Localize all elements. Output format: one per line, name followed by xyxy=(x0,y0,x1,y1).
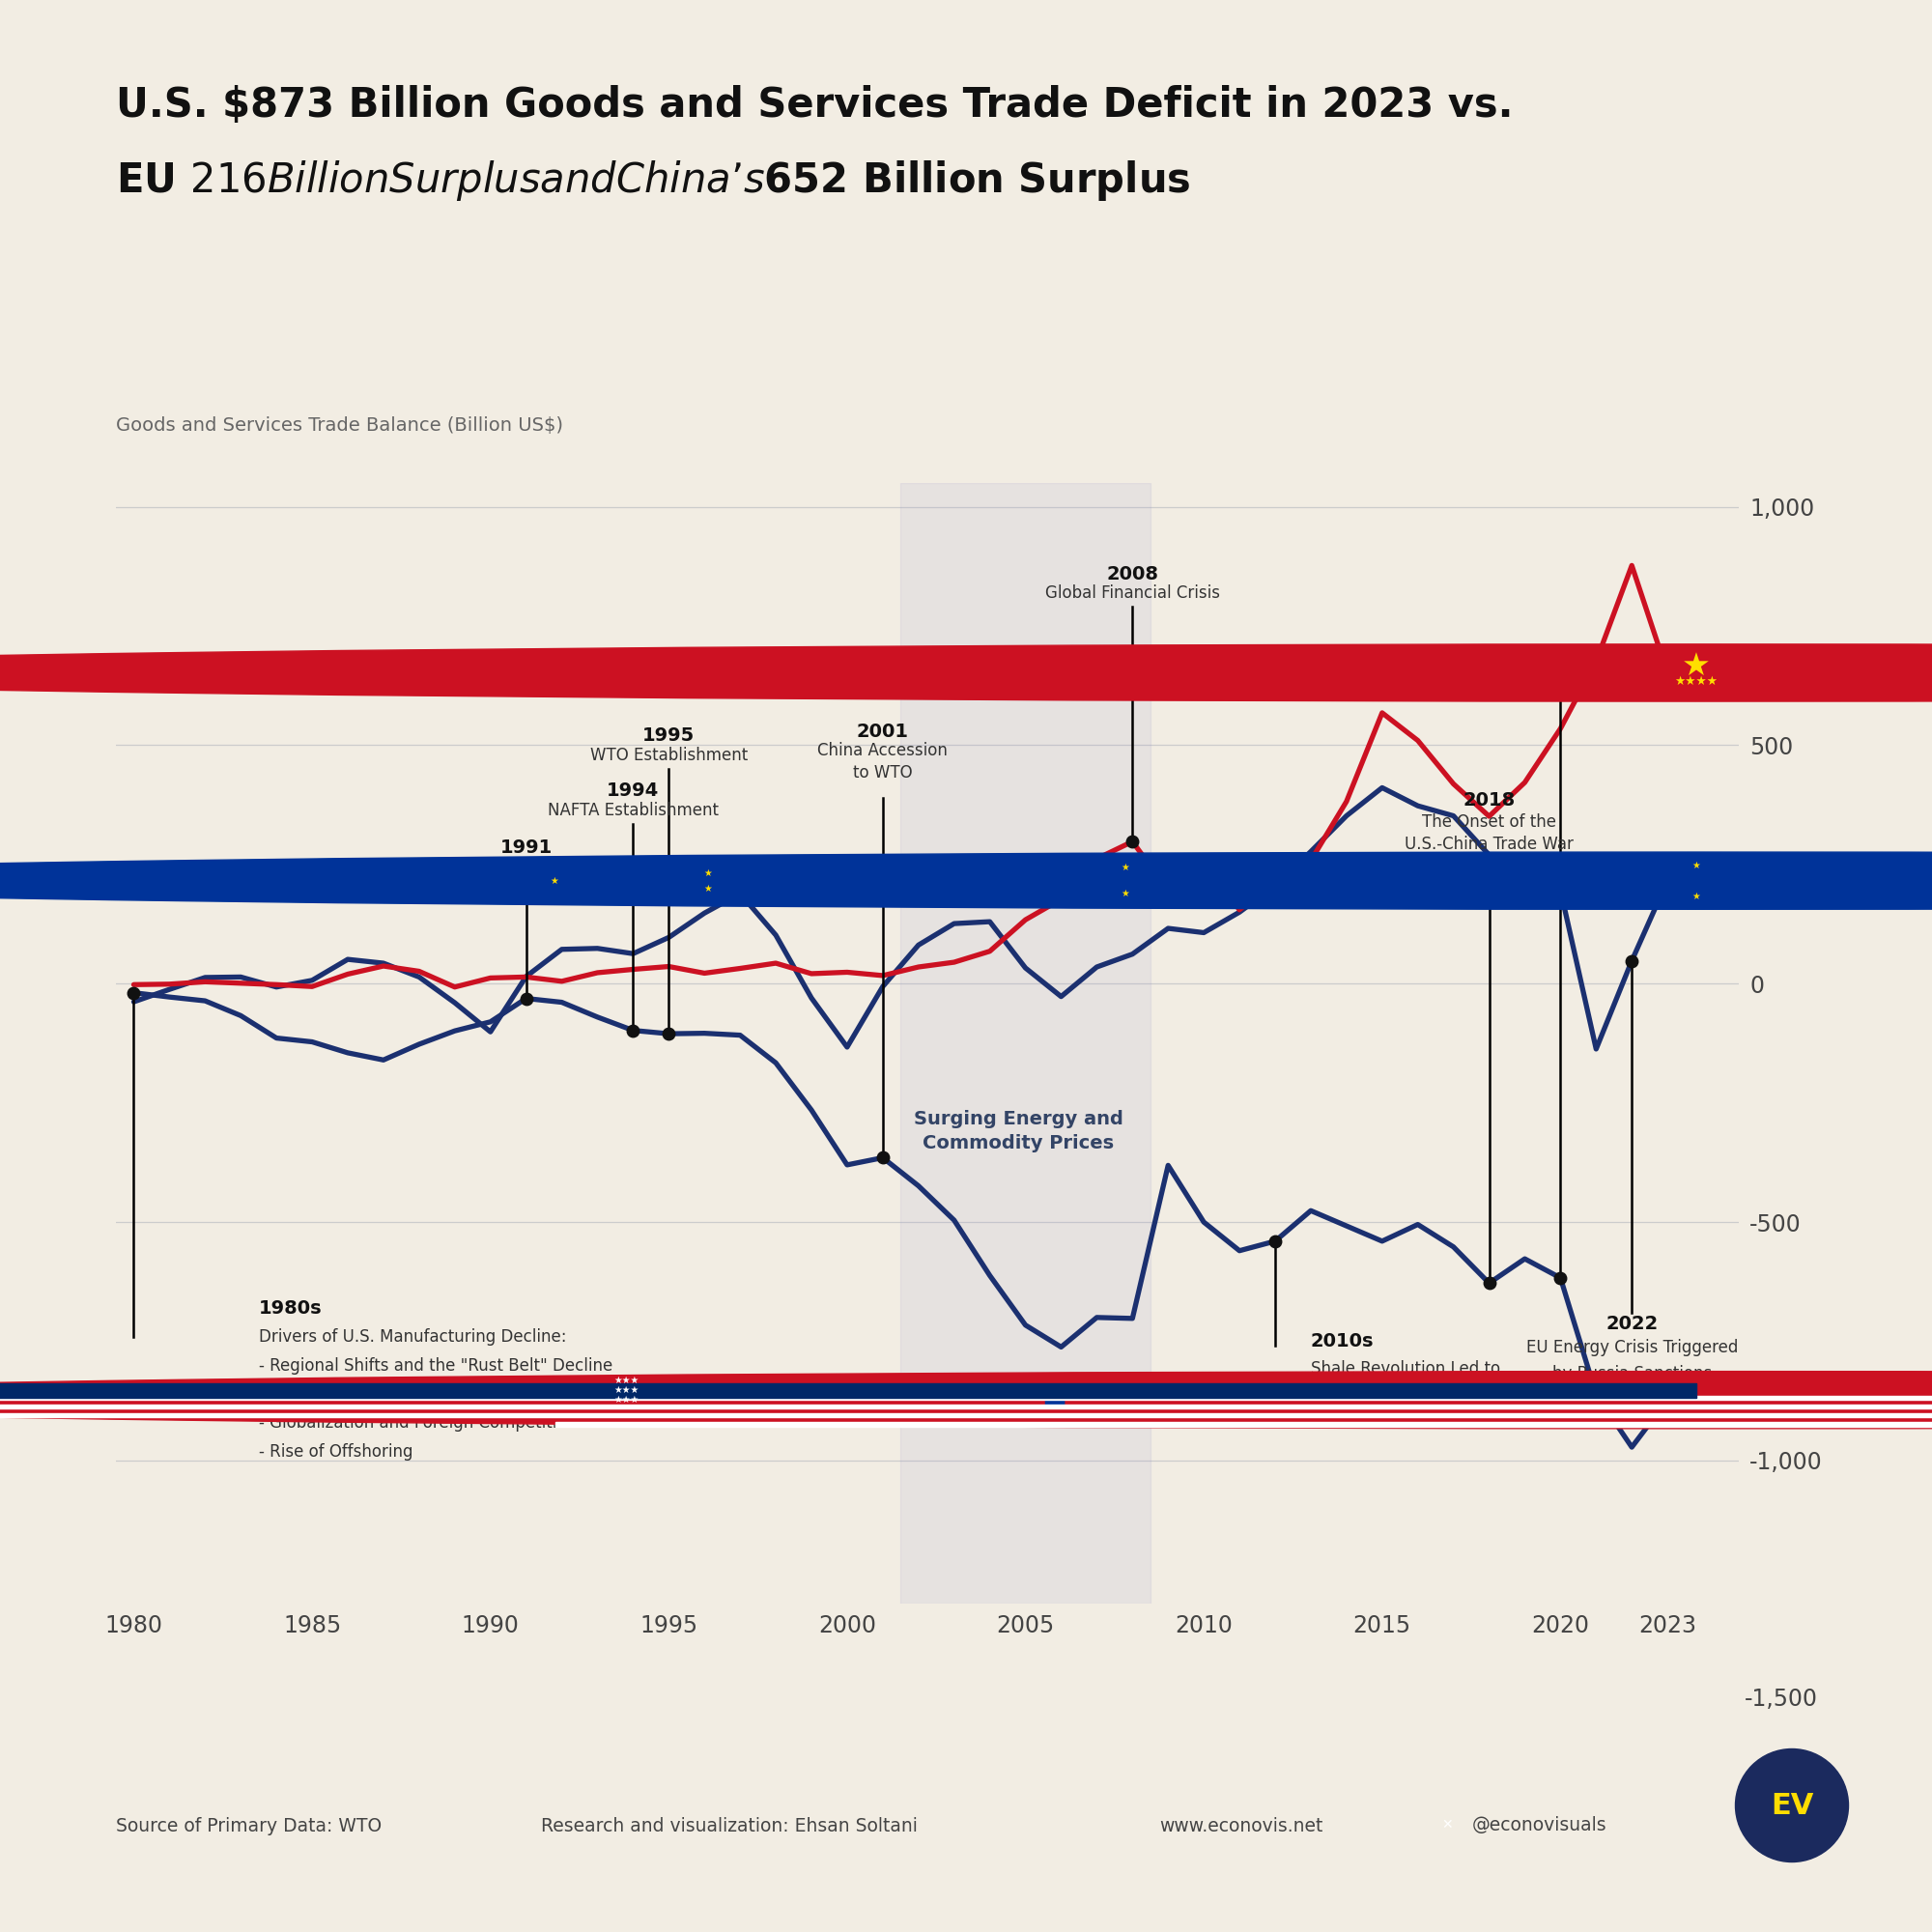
Text: EV: EV xyxy=(1770,1791,1814,1820)
Circle shape xyxy=(0,852,1932,910)
Text: ★: ★ xyxy=(703,883,711,893)
Text: ★: ★ xyxy=(1692,860,1700,869)
Text: 1994: 1994 xyxy=(607,782,659,800)
Text: COVID-19 Pandemic: COVID-19 Pandemic xyxy=(1480,676,1640,694)
Text: Source of Primary Data: WTO: Source of Primary Data: WTO xyxy=(116,1816,383,1835)
Text: ★: ★ xyxy=(1121,862,1130,871)
Text: - Globalization and Foreign Competition: - Globalization and Foreign Competition xyxy=(259,1414,576,1432)
Text: Research and visualization: Ehsan Soltani: Research and visualization: Ehsan Soltan… xyxy=(541,1816,918,1835)
Text: 2022: 2022 xyxy=(1605,1316,1658,1333)
Text: Drivers of U.S. Manufacturing Decline:: Drivers of U.S. Manufacturing Decline: xyxy=(259,1329,566,1347)
Text: ★: ★ xyxy=(1121,889,1130,898)
Text: ★: ★ xyxy=(1692,891,1700,900)
Text: Surging Energy and
Commodity Prices: Surging Energy and Commodity Prices xyxy=(914,1111,1122,1153)
Text: The Onset of the: The Onset of the xyxy=(1422,813,1557,831)
Text: 2018: 2018 xyxy=(1463,792,1515,810)
Text: 2020: 2020 xyxy=(1534,655,1586,674)
Text: ★: ★ xyxy=(551,875,558,885)
Circle shape xyxy=(0,1372,1932,1428)
Text: NAFTA Establishment: NAFTA Establishment xyxy=(547,802,719,819)
Text: U.S.-China Trade War: U.S.-China Trade War xyxy=(1405,835,1573,852)
Text: ✕: ✕ xyxy=(1441,1818,1453,1832)
FancyBboxPatch shape xyxy=(556,1422,1932,1426)
Text: U.S. $873 Billion Goods and Services Trade Deficit in 2023 vs.: U.S. $873 Billion Goods and Services Tra… xyxy=(116,85,1513,126)
Text: 2001: 2001 xyxy=(856,723,908,740)
Text: to WTO: to WTO xyxy=(854,763,912,781)
Circle shape xyxy=(1735,1748,1849,1862)
Text: 2008: 2008 xyxy=(1107,564,1159,583)
Text: 1995: 1995 xyxy=(643,726,696,746)
FancyBboxPatch shape xyxy=(0,1405,1932,1408)
Text: by Russia Sanctions: by Russia Sanctions xyxy=(1551,1366,1712,1383)
Text: China Accession: China Accession xyxy=(817,742,949,759)
Text: ★★★
★★★
★★★: ★★★ ★★★ ★★★ xyxy=(612,1376,639,1405)
FancyBboxPatch shape xyxy=(0,1412,1932,1418)
Text: ★: ★ xyxy=(1681,651,1710,684)
Text: EU $216 Billion Surplus and China’s $652 Billion Surplus: EU $216 Billion Surplus and China’s $652… xyxy=(116,158,1190,203)
Text: Shale Revolution Led to: Shale Revolution Led to xyxy=(1310,1360,1501,1378)
Text: - Decline in Traditional Manufacturing Industries: - Decline in Traditional Manufacturing I… xyxy=(259,1385,643,1403)
Text: 1991: 1991 xyxy=(500,838,553,858)
Text: U.S. Energy Deficit Decline: U.S. Energy Deficit Decline xyxy=(1310,1383,1526,1401)
Text: EU Energy Crisis Triggered: EU Energy Crisis Triggered xyxy=(1526,1339,1737,1356)
Text: ★★★★: ★★★★ xyxy=(1675,674,1718,688)
Text: 2010s: 2010s xyxy=(1310,1333,1374,1350)
Text: ▪: ▪ xyxy=(1039,1372,1068,1412)
Text: End of Cold War: End of Cold War xyxy=(462,860,589,877)
Text: -1,500: -1,500 xyxy=(1745,1687,1818,1710)
Text: 1980s: 1980s xyxy=(259,1298,323,1318)
Text: www.econovis.net: www.econovis.net xyxy=(1159,1816,1323,1835)
Text: @econovisuals: @econovisuals xyxy=(1472,1816,1607,1835)
FancyBboxPatch shape xyxy=(0,1395,1932,1401)
Text: ★: ★ xyxy=(703,867,711,877)
Text: WTO Establishment: WTO Establishment xyxy=(589,748,748,765)
Text: - Rise of Offshoring: - Rise of Offshoring xyxy=(259,1443,413,1461)
Text: Goods and Services Trade Balance (Billion US$): Goods and Services Trade Balance (Billio… xyxy=(116,417,564,435)
Text: - Regional Shifts and the "Rust Belt" Decline: - Regional Shifts and the "Rust Belt" De… xyxy=(259,1358,612,1376)
Bar xyxy=(900,483,1150,1604)
Text: Global Financial Crisis: Global Financial Crisis xyxy=(1045,585,1219,603)
Circle shape xyxy=(0,643,1932,701)
FancyBboxPatch shape xyxy=(0,1383,1696,1397)
